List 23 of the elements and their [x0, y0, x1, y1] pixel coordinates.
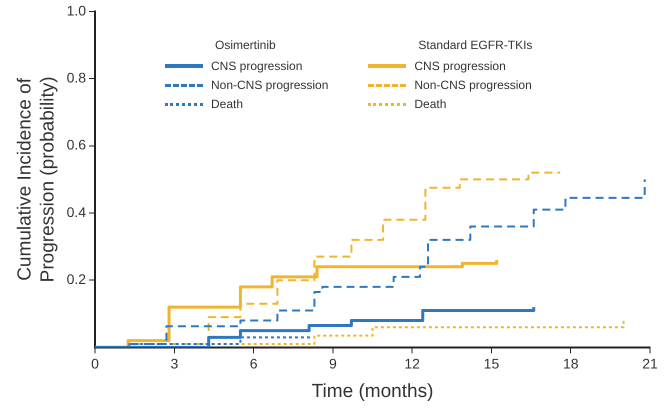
legend-label: Non-CNS progression	[211, 78, 328, 92]
x-tick-label: 0	[91, 356, 100, 372]
legend-label: Death	[211, 97, 244, 111]
y-axis-title: Cumulative Incidence of Progression (probability)	[14, 76, 58, 282]
y-tick-label: 0.6	[66, 136, 86, 153]
legend-label: CNS progression	[414, 59, 506, 73]
y-tick-label: 0.2	[66, 271, 86, 288]
x-axis-title: Time (months)	[312, 380, 434, 402]
x-tick-label: 21	[642, 356, 658, 372]
x-tick-label: 18	[562, 356, 579, 372]
x-tick-label: 12	[404, 356, 420, 372]
x-tick-label: 15	[484, 356, 500, 372]
x-tick-label: 3	[170, 356, 178, 372]
legend-label: CNS progression	[211, 59, 302, 73]
legend-label: Non-CNS progression	[414, 78, 532, 92]
legend-label: Death	[414, 97, 446, 111]
text: Standard EGFR-TKIs	[418, 38, 532, 52]
y-tick-label: 1.0	[66, 2, 86, 18]
y-tick-label: 0.8	[66, 69, 86, 86]
text: Osimertinib	[215, 38, 276, 52]
x-tick-label: 9	[328, 356, 337, 372]
x-tick-label: 6	[250, 356, 258, 372]
y-tick-label: 0.4	[66, 204, 86, 220]
